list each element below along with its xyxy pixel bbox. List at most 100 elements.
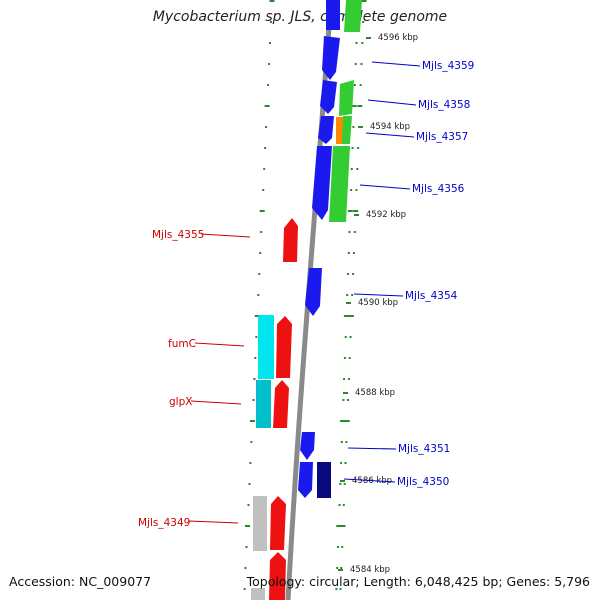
gene-leader-line — [365, 132, 415, 138]
ruler-tick — [351, 147, 354, 149]
gene-mjls-4357-orange[interactable] — [336, 117, 344, 144]
gene-label[interactable]: Mjls_4359 — [422, 60, 474, 72]
ruler-tick — [247, 504, 250, 506]
ruler-tick — [355, 42, 358, 44]
kbp-label: 4590 kbp — [358, 298, 398, 308]
gene-top-blue[interactable] — [326, 0, 340, 30]
ruler-tick — [354, 63, 357, 65]
outer-left-ruler — [243, 0, 275, 590]
gene-mjls-4356-arrow[interactable] — [312, 146, 332, 220]
gene-fumc-cyan[interactable] — [258, 315, 274, 379]
gene-leader-line — [190, 400, 242, 405]
ruler-tick — [344, 462, 347, 464]
ruler-tick — [351, 105, 357, 107]
gene-leader-line — [367, 99, 417, 106]
gene-mjls-4349-arrow[interactable] — [270, 496, 286, 550]
gene-mjls-4358-green[interactable] — [339, 80, 354, 116]
gene-label[interactable]: Mjls_4350 — [397, 476, 449, 488]
ruler-tick — [347, 399, 349, 401]
ruler-tick — [347, 378, 350, 380]
gene-label[interactable]: Mjls_4351 — [398, 443, 450, 455]
ruler-tick — [343, 378, 346, 380]
ruler-tick — [356, 168, 359, 170]
ruler-tick — [340, 441, 343, 443]
gene-label[interactable]: Mjls_4358 — [418, 99, 470, 111]
forward-features — [298, 0, 362, 498]
gene-mjls-4357-green[interactable] — [342, 116, 352, 144]
ruler-tick — [340, 420, 346, 422]
ruler-tick — [340, 567, 343, 569]
gene-bottom-gray[interactable] — [251, 588, 265, 600]
gene-leader-line — [359, 184, 411, 190]
kbp-label: 4592 kbp — [366, 210, 406, 220]
gene-mjls-4358-arrow[interactable] — [320, 80, 337, 114]
ruler-tick — [351, 294, 354, 296]
gene-glpx-teal[interactable] — [256, 380, 271, 428]
gene-mjls-4354-arrow[interactable] — [305, 268, 322, 316]
kbp-tick — [338, 569, 343, 571]
gene-mjls-4356-green[interactable] — [329, 146, 350, 222]
ruler-tick — [340, 525, 346, 527]
ruler-tick — [263, 168, 266, 170]
ruler-tick — [350, 168, 353, 170]
ruler-tick — [335, 588, 338, 590]
gene-labels: Mjls_4359 Mjls_4358 Mjls_4357 Mjls_4356 Mjls… — [138, 60, 474, 529]
ruler-tick — [359, 84, 362, 86]
ruler-tick — [344, 420, 350, 422]
gene-mjls-4351-arrow[interactable] — [300, 432, 315, 460]
ruler-tick — [342, 504, 345, 506]
ruler-tick — [336, 567, 339, 569]
kbp-label: 4588 kbp — [355, 388, 395, 398]
gene-mjls-4355-arrow[interactable] — [283, 218, 298, 262]
ruler-tick — [259, 252, 262, 254]
gene-top-green[interactable] — [344, 0, 362, 32]
ruler-tick — [340, 462, 343, 464]
gene-label[interactable]: Mjls_4354 — [405, 290, 458, 302]
ruler-tick — [245, 525, 250, 527]
ruler-tick — [343, 483, 346, 485]
gene-fumc-arrow[interactable] — [276, 316, 292, 378]
gene-bottom-red[interactable] — [269, 552, 286, 600]
gene-mjls-4359-arrow[interactable] — [322, 36, 340, 80]
ruler-tick — [254, 315, 260, 317]
ruler-tick — [348, 231, 351, 233]
ruler-tick — [259, 210, 265, 212]
gene-label[interactable]: Mjls_4349 — [138, 517, 190, 529]
ruler-tick — [348, 357, 351, 359]
gene-leader-line — [353, 293, 404, 297]
ruler-tick — [343, 315, 349, 317]
gene-mjls-4350-navy[interactable] — [317, 462, 331, 498]
ruler-tick — [264, 105, 270, 107]
ruler-tick — [343, 357, 346, 359]
ruler-tick — [347, 210, 353, 212]
kbp-label: 4594 kbp — [370, 122, 410, 132]
gene-label[interactable]: Mjls_4355 — [152, 229, 204, 241]
gene-mjls-4349-gray[interactable] — [253, 496, 267, 551]
gene-mjls-4357-arrow[interactable] — [318, 116, 334, 144]
ruler-tick — [249, 420, 255, 422]
ruler-tick — [255, 336, 258, 338]
kbp-label: 4584 kbp — [350, 565, 390, 575]
ruler-tick — [360, 63, 363, 65]
ruler-tick — [352, 126, 355, 128]
ruler-tick — [346, 294, 349, 296]
ruler-tick — [254, 357, 257, 359]
gene-label[interactable]: Mjls_4356 — [412, 183, 465, 195]
ruler-tick — [352, 273, 355, 275]
gene-leader-line — [347, 447, 397, 450]
ruler-tick — [267, 84, 270, 86]
gene-leader-line — [371, 61, 421, 67]
ruler-tick — [347, 273, 349, 275]
gene-label[interactable]: Mjls_4357 — [416, 131, 468, 143]
ruler-tick — [353, 210, 359, 212]
gene-label[interactable]: glpX — [169, 396, 192, 408]
gene-leader-line — [194, 342, 245, 347]
gene-label[interactable]: fumC — [168, 338, 196, 350]
gene-mjls-4350-arrow[interactable] — [298, 462, 313, 498]
ruler-tick — [349, 336, 352, 338]
ruler-tick — [269, 0, 275, 2]
gene-glpx-arrow[interactable] — [273, 380, 289, 428]
ruler-tick — [249, 462, 252, 464]
ruler-tick — [257, 294, 260, 296]
